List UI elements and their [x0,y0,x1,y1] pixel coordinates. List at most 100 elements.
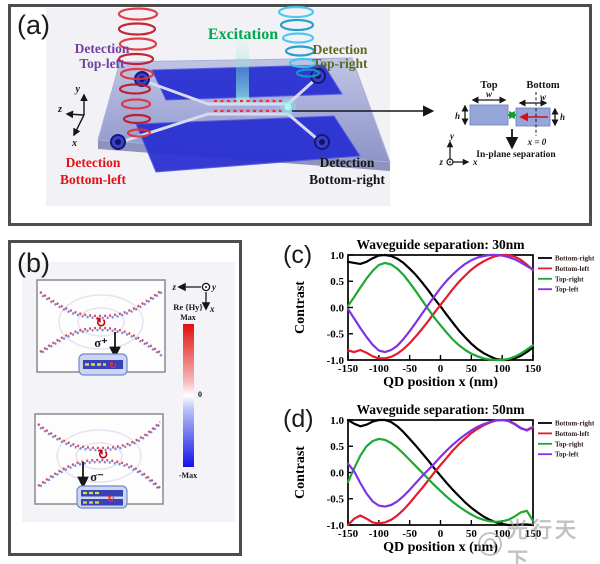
legend-label: Top-right [555,440,584,448]
detection-bottom-right-line1: Detection [320,155,375,170]
inset-separation-label: In-plane separation [476,150,556,160]
scene-axis-z: z [57,104,62,115]
sigma-plus-label: σ⁺ [94,336,108,350]
chart-title: Waveguide separation: 30nm [356,237,525,252]
y-tick-label: 0.5 [330,276,344,288]
panel-a-label: (a) [17,10,50,40]
x-tick-label: -100 [369,363,390,375]
detection-bottom-right-line2: Bottom-right [309,172,385,187]
legend-label: Top-left [555,286,579,294]
y-tick-label: -1.0 [327,355,345,367]
x-axis-label: QD position x (nm) [383,375,498,390]
panel-c-label: (c) [283,241,313,269]
x-tick-label: 50 [466,528,478,540]
red-spiral-beam [117,7,159,138]
colorbar-zero-label: 0 [198,390,202,399]
colorbar: Re {Hy} Max 0 -Max [173,302,203,480]
chart-waveguide-separation-30nm: -150 -100 -50 0 50 100 150 1.0 0.5 0.0 -0.5 -1.0 Wav… [293,237,595,390]
x-tick-label: 0 [438,528,444,540]
panel-b-axis-x: x [209,304,215,314]
legend-label: Bottom-left [555,430,590,438]
inset-top-waveguide [469,104,509,126]
inset-axis-z: z [438,157,443,167]
legend-label: Bottom-left [555,265,590,273]
qd-glow [284,103,292,111]
series-line-bottom-left [346,418,535,527]
inset-w-label-right: w [540,92,547,102]
y-axis-label: Contrast [293,446,308,499]
inset-axes: y x z [438,131,478,167]
y-tick-label: -1.0 [327,520,345,532]
series-line-bottom-right [346,253,535,362]
x-tick-label: 0 [438,363,444,375]
field-plot-sigma-plus: ↻ σ⁺ ↻ [36,279,166,376]
panel-b-axes: z y x [171,282,217,314]
x-tick-label: 150 [525,528,542,540]
excitation-beam [236,38,249,104]
y-tick-label: 0.5 [330,441,344,453]
y-axis-label: Contrast [293,281,308,334]
inset-h-label-left: h [455,111,460,121]
panel-b-scene: ↻ σ⁺ ↻ ↻ σ⁻ [22,262,235,522]
colorbar-title: Re {Hy} [173,302,203,312]
x-axis-label: QD position x (nm) [383,540,498,555]
inset-x0-label: x = 0 [527,137,547,147]
sigma-minus-label: σ⁻ [90,470,104,484]
inset-w-label-left: w [486,89,493,99]
bottom-slab [135,115,361,173]
zoom-inset-sigma-plus: ↻ [78,353,128,376]
scene-axis-x: x [71,138,77,149]
dipole-icon: ↻ [96,315,107,330]
panel-d-label: (d) [283,405,314,433]
detection-top-left-line1: Detection [75,41,130,56]
waveguide-bottom [117,112,323,145]
x-tick-label: -100 [369,528,390,540]
x-tick-label: 100 [494,528,511,540]
x-tick-label: -150 [338,363,359,375]
inset-top-label: Top [480,80,497,91]
legend-label: Bottom-right [555,420,595,428]
series-line-top-left [346,418,535,508]
panel-b-axis-z: z [171,282,176,292]
inset-h-label-right: h [560,112,565,122]
detection-top-left-line2: Top-left [79,56,125,71]
excitation-label: Excitation [208,26,278,43]
colorbar-min-label: -Max [179,471,197,480]
chip-3d [97,38,391,173]
y-tick-label: 0.0 [330,302,344,314]
detection-bottom-left-line1: Detection [66,155,121,170]
chart-title: Waveguide separation: 50nm [356,402,525,417]
chart-waveguide-separation-50nm: -150 -100 -50 0 50 100 150 1.0 0.5 0.0 -0.5 -1.0 Wav… [293,402,595,555]
y-tick-label: 1.0 [330,250,344,262]
inset-axis-x: x [472,157,478,167]
plot-frame [347,419,534,526]
legend-label: Top-left [555,451,579,459]
series-line-top-right [346,437,535,523]
scene-axes: y z x [57,84,88,149]
waveguide-top [141,75,320,106]
panel-b-label: (b) [17,248,50,278]
colorbar-gradient [183,324,194,467]
x-tick-label: -50 [402,363,417,375]
panel-a-scene: Excitation Detection Top-left Detection … [46,5,577,206]
cross-section-inset: Top Bottom w w h h x = 0 In-plane separ [438,74,577,167]
scene-axis-y: y [75,84,81,95]
x-tick-label: 50 [466,363,478,375]
inset-axis-y: y [449,131,455,141]
series-line-bottom-right [346,418,535,527]
panel-b-axis-y: y [211,282,217,292]
detection-bottom-left-line2: Bottom-left [60,172,126,187]
detection-top-right-line1: Detection [313,42,368,57]
detection-top-right-line2: Top-right [312,56,368,71]
zoom-inset-sigma-minus: ↻ [76,485,128,509]
series-line-top-left [346,253,535,354]
x-tick-label: 150 [525,363,542,375]
field-plot-sigma-minus: ↻ σ⁻ ↻ [34,413,164,509]
dipole-icon: ↻ [109,361,117,371]
x-tick-label: -150 [338,528,359,540]
y-tick-label: -0.5 [327,494,345,506]
y-tick-label: 0.0 [330,467,344,479]
cyan-spiral-beam [277,5,321,78]
series-line-top-right [346,261,535,362]
